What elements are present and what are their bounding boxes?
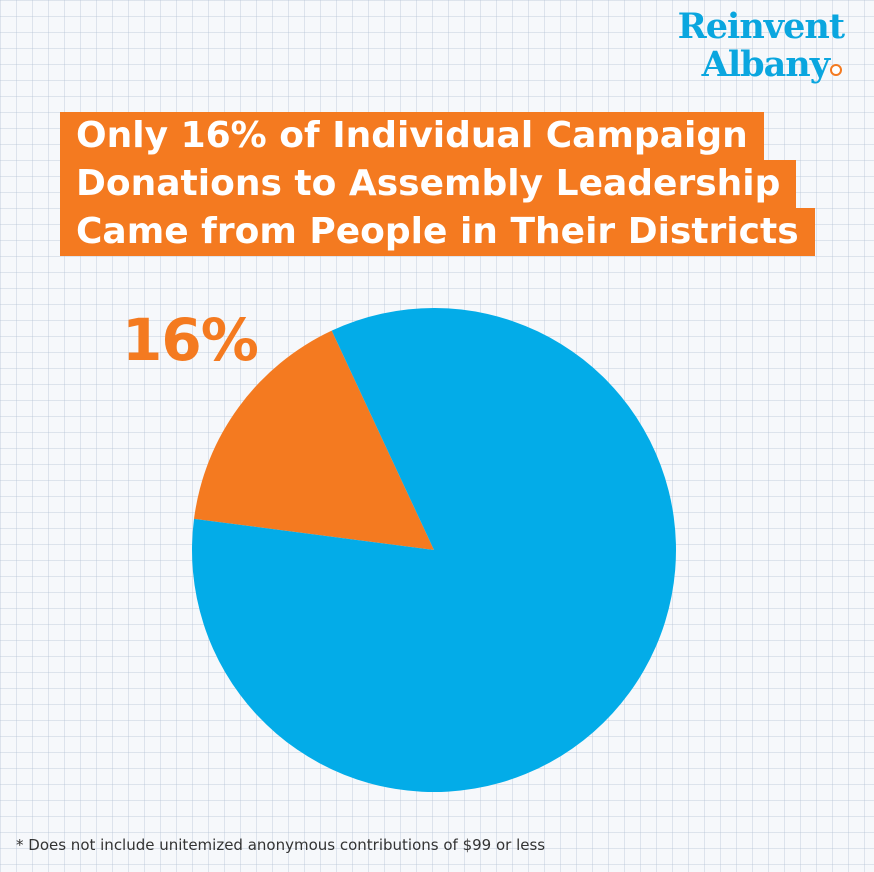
title-line-2: Donations to Assembly Leadership [60,160,797,208]
logo-dot-icon [830,64,843,76]
highlight-percent-label: 16% [122,306,259,374]
reinvent-albany-logo: Reinvent Albany [677,6,845,84]
logo-line-1: Reinvent [677,6,845,47]
logo-line-2-text: Albany [701,44,830,85]
title-line-1: Only 16% of Individual Campaign [60,112,764,160]
logo-line-2: Albany [678,46,844,84]
title-line-3: Came from People in Their Districts [60,208,815,256]
pie-slice-out-of-district [191,308,676,792]
chart-title: Only 16% of Individual Campaign Donation… [60,112,820,256]
pie-slice-in-district [194,330,434,550]
footnote: * Does not include unitemized anonymous … [16,836,546,854]
